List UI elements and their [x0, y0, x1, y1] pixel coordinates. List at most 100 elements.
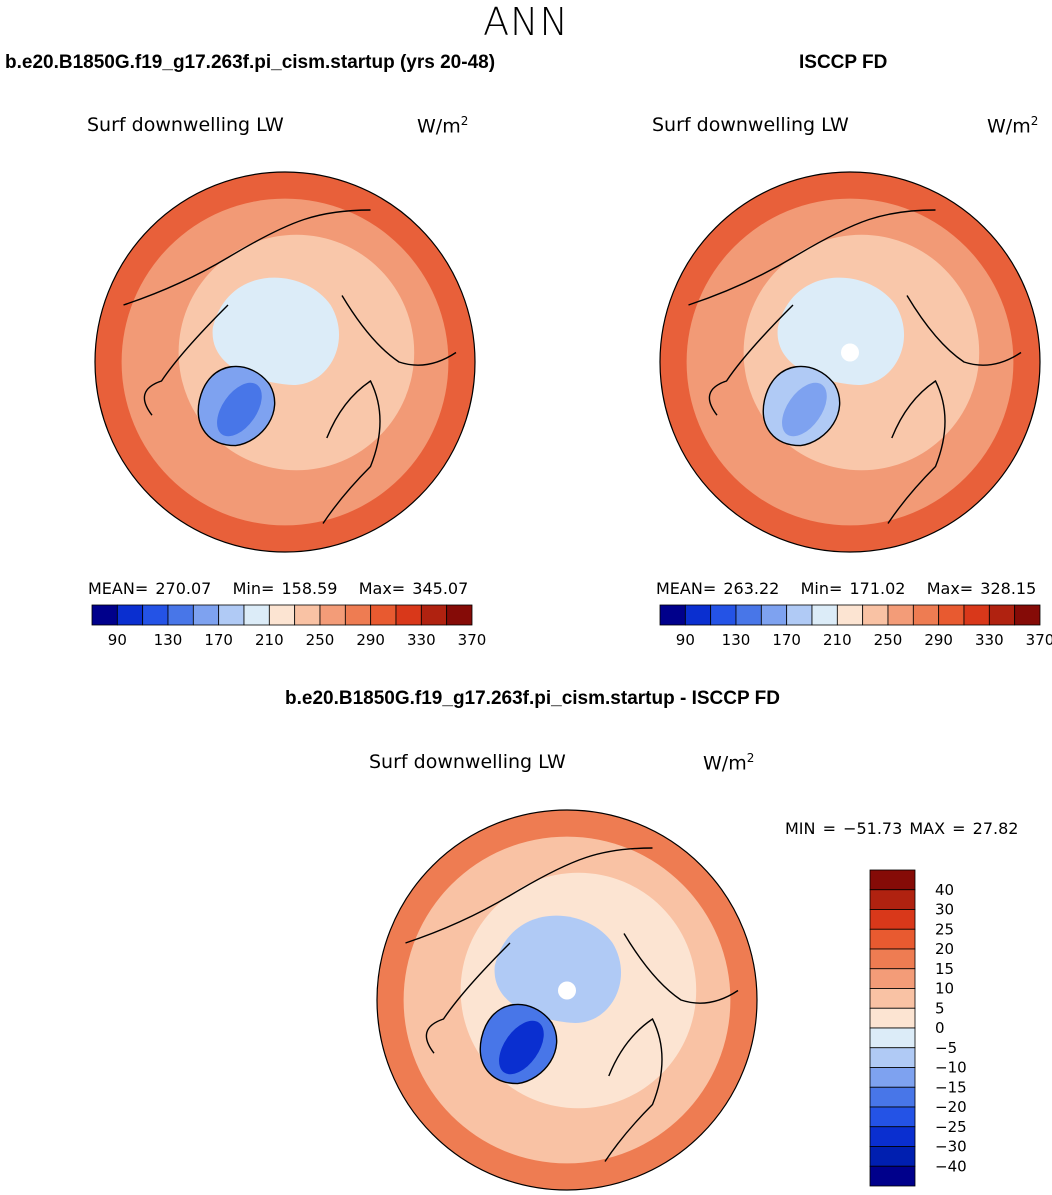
colorbar-tick-label: 20	[935, 940, 954, 958]
pole-hole	[558, 981, 576, 1000]
colorbar-cell	[862, 604, 889, 626]
colorbar-tick-label: 210	[823, 631, 852, 649]
colorbar-tick-label: 290	[924, 631, 953, 649]
panel-2-units: W/m2	[987, 114, 1039, 138]
colorbar-cell	[446, 604, 473, 626]
colorbar-tick-label: 30	[935, 901, 954, 919]
colorbar-tick-label: 130	[154, 631, 183, 649]
field-greenland-core	[499, 1020, 544, 1075]
map-1-border	[94, 171, 476, 553]
colorbar-cell	[142, 604, 169, 626]
colorbar-cell	[91, 604, 118, 626]
colorbar-tick-label: 10	[935, 980, 954, 998]
colorbar-tick-label: 370	[1026, 631, 1052, 649]
colorbar-cell	[811, 604, 838, 626]
coastline	[341, 295, 457, 366]
colorbar-cell	[963, 604, 990, 626]
panel-3-minmax: MIN = −51.73 MAX = 27.82	[785, 819, 1019, 838]
field-arctic-ocean	[777, 277, 905, 386]
colorbar-cell	[786, 604, 813, 626]
colorbar-cell	[370, 604, 397, 626]
panel-3-title: b.e20.B1850G.f19_g17.263f.pi_cism.startu…	[285, 688, 780, 709]
colorbar-tick-label: 290	[356, 631, 385, 649]
colorbar-1: 90 130 170 210 250 290 330 370	[91, 604, 487, 649]
panel-1-stats: MEAN= 270.07 Min= 158.59 Max= 345.07	[88, 579, 469, 598]
coastline	[197, 365, 276, 447]
colorbar-tick-label: 5	[935, 999, 945, 1017]
map-1-field	[95, 172, 475, 552]
colorbar-cell	[869, 948, 916, 970]
colorbar-cell	[988, 604, 1016, 626]
field-arctic-ocean	[494, 915, 622, 1024]
pole-hole	[841, 343, 859, 362]
map-3-border	[376, 809, 758, 1191]
colorbar-cell	[294, 604, 321, 626]
coastline	[762, 365, 841, 447]
map-3-field	[377, 810, 757, 1190]
panel-2-title: ISCCP FD	[799, 52, 888, 73]
coastline	[143, 304, 229, 416]
colorbar-tick-label: 90	[676, 631, 695, 649]
colorbar-cell	[869, 988, 916, 1009]
colorbar-tick-label: 370	[458, 631, 487, 649]
colorbar-tick-label: 170	[772, 631, 801, 649]
colorbar-tick-label: 330	[975, 631, 1004, 649]
colorbar-cell	[319, 604, 346, 626]
colorbar-cell	[869, 1126, 916, 1147]
colorbar-cell	[268, 604, 296, 626]
coastline	[688, 209, 936, 306]
colorbar-tick-label: 15	[935, 960, 954, 978]
panel-2-variable: Surf downwelling LW	[652, 114, 849, 136]
map-2-border	[659, 171, 1041, 553]
colorbar-cell	[869, 1165, 916, 1187]
panel-2-stats: MEAN= 263.22 Min= 171.02 Max= 328.15	[656, 579, 1037, 598]
colorbar-cell	[869, 968, 916, 989]
coastline	[479, 1003, 558, 1085]
colorbar-tick-label: 0	[935, 1019, 945, 1037]
coastline	[322, 379, 381, 524]
colorbar-tick-label: 210	[255, 631, 284, 649]
panel-1-variable: Surf downwelling LW	[87, 114, 284, 136]
field-arctic-ocean	[212, 277, 340, 386]
colorbar-cell	[938, 604, 965, 626]
colorbar-tick-label: 40	[935, 881, 954, 899]
colorbar-tick-label: −15	[935, 1078, 967, 1096]
map-2-field	[660, 172, 1040, 552]
colorbar-cell	[243, 604, 270, 626]
colorbar-tick-label: 25	[935, 920, 954, 938]
coastline	[623, 933, 739, 1004]
panel-3-variable: Surf downwelling LW	[369, 751, 566, 773]
colorbar-tick-label: −10	[935, 1059, 967, 1077]
panel-1-units: W/m2	[417, 114, 469, 138]
colorbar-tick-label: −30	[935, 1138, 967, 1156]
colorbar-cell	[344, 604, 372, 626]
colorbar-cell	[659, 604, 686, 626]
colorbar-cell	[869, 869, 916, 891]
panel-3-units: W/m2	[703, 751, 755, 775]
colorbar-tick-label: −5	[935, 1039, 957, 1057]
season-title: ANN	[483, 0, 569, 44]
colorbar-cell	[395, 604, 422, 626]
colorbar-tick-label: 130	[722, 631, 751, 649]
colorbar-tick-label: 250	[874, 631, 903, 649]
colorbar-cell	[869, 1007, 916, 1029]
colorbar-cell	[710, 604, 737, 626]
colorbar-cell	[869, 1146, 916, 1167]
field-greenland-core	[782, 382, 827, 437]
coastline	[708, 304, 794, 416]
colorbar-2: 90 130 170 210 250 290 330 370	[659, 604, 1052, 649]
coastline	[604, 1017, 663, 1162]
coastline	[123, 209, 371, 306]
colorbar-cell	[1014, 604, 1041, 626]
colorbar-tick-label: −40	[935, 1157, 967, 1175]
colorbar-cell	[684, 604, 712, 626]
colorbar-cell	[887, 604, 914, 626]
colorbar-cell	[420, 604, 448, 626]
colorbar-tick-label: 170	[204, 631, 233, 649]
colorbar-cell	[912, 604, 940, 626]
colorbar-cell	[116, 604, 144, 626]
field-greenland-core	[217, 382, 262, 437]
colorbar-tick-label: −20	[935, 1098, 967, 1116]
